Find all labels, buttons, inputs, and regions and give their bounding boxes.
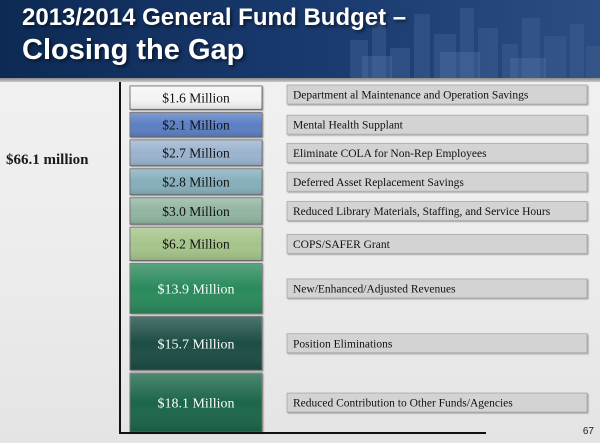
- bar-value-label: $6.2 Million: [162, 237, 230, 252]
- slide-title-line1: 2013/2014 General Fund Budget –: [22, 4, 407, 31]
- bar-value-label: $2.1 Million: [162, 118, 230, 133]
- slide-header: 2013/2014 General Fund Budget – Closing …: [0, 0, 600, 78]
- bar-segment-shade: [130, 373, 262, 432]
- description-label: Reduced Library Materials, Staffing, and…: [293, 206, 551, 218]
- bar-value-label: $2.7 Million: [162, 146, 230, 161]
- description-label: Position Eliminations: [293, 338, 393, 350]
- description-label: Deferred Asset Replacement Savings: [293, 177, 464, 189]
- bar-value-label: $1.6 Million: [162, 91, 230, 106]
- bar-segment-shade: [130, 86, 262, 110]
- description-box: [286, 201, 588, 221]
- header-divider: [0, 78, 600, 82]
- description-box: [286, 392, 588, 413]
- bar-segment-shade: [130, 227, 262, 261]
- bar-segment-shade: [130, 139, 262, 166]
- bar-value-label: $3.0 Million: [162, 204, 230, 219]
- city-skyline-graphic: [350, 8, 600, 78]
- bar-value-label: $13.9 Million: [157, 282, 234, 297]
- bar-segment-shade: [130, 263, 262, 314]
- description-box: [286, 233, 588, 254]
- page-number: 67: [582, 426, 594, 437]
- bar-segment-shade: [130, 168, 262, 195]
- description-box: [286, 278, 588, 299]
- bar-segment-shade: [130, 112, 262, 137]
- slide-title-line2: Closing the Gap: [22, 34, 245, 66]
- bar-segment-shade: [130, 197, 262, 225]
- bar-segment-shade: [130, 316, 262, 371]
- total-label: $66.1 million: [6, 152, 89, 168]
- description-box: [286, 84, 588, 105]
- bar-value-label: $15.7 Million: [157, 337, 234, 352]
- bar-value-label: $18.1 Million: [157, 397, 234, 412]
- description-label: Mental Health Supplant: [293, 120, 404, 132]
- description-box: [286, 171, 588, 192]
- description-label: New/Enhanced/Adjusted Revenues: [293, 283, 456, 295]
- description-label: COPS/SAFER Grant: [293, 239, 391, 251]
- description-box: [286, 333, 588, 354]
- description-label: Department al Maintenance and Operation …: [293, 90, 529, 102]
- description-box: [286, 114, 588, 135]
- description-label: Eliminate COLA for Non-Rep Employees: [293, 148, 487, 160]
- bar-value-label: $2.8 Million: [162, 175, 230, 190]
- description-box: [286, 142, 588, 163]
- description-label: Reduced Contribution to Other Funds/Agen…: [293, 398, 513, 410]
